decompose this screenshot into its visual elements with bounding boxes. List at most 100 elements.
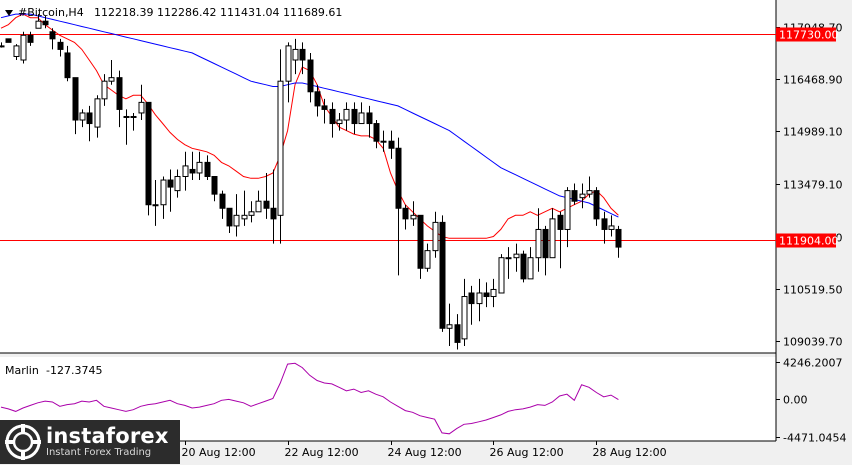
main-plot-area [0, 0, 776, 353]
candle-body [152, 204, 159, 207]
watermark-tagline: Instant Forex Trading [46, 447, 152, 458]
level-label: 117730.00 [779, 29, 839, 42]
candle-body [579, 193, 586, 199]
candle-body [454, 324, 461, 343]
ohlc-values: 112218.39 112286.42 111431.04 111689.61 [94, 6, 342, 19]
price-axis: 117948.70116468.90114989.10113479.101120… [776, 22, 843, 349]
candle-body [557, 214, 564, 230]
candle-body [417, 214, 424, 269]
indicator-header: Marlin -127.3745 [5, 364, 102, 377]
oscillator-line [0, 362, 619, 435]
candle-body [5, 38, 12, 43]
indicator-tick-label: 0.00 [783, 394, 808, 407]
candle-body [64, 52, 71, 79]
candle-body [432, 221, 439, 252]
candle-body [94, 98, 101, 128]
candle-body [108, 77, 115, 82]
candle-body [299, 48, 306, 61]
price-tick-label: 116468.90 [783, 74, 843, 87]
candle-body [468, 292, 475, 305]
candle-body [196, 161, 203, 174]
candle-body [27, 34, 34, 43]
levels [0, 34, 776, 241]
candle-body [292, 48, 299, 61]
indicator-axis: 4246.2007 0.00 -4471.0454 [776, 357, 846, 445]
candle-body [101, 80, 108, 100]
time-tick-label: 28 Aug 12:00 [593, 446, 667, 459]
indicator-name: Marlin [5, 364, 39, 377]
candle-body [321, 105, 328, 110]
candle-body [336, 119, 343, 125]
candle-body [116, 77, 123, 110]
instaforex-logo-icon [4, 423, 42, 461]
candle-body [527, 257, 534, 280]
candle-body [167, 179, 174, 188]
candle-body [42, 20, 49, 26]
candle-body [226, 207, 233, 227]
candle-body [49, 31, 56, 40]
candle-body [219, 193, 226, 209]
candle-body [461, 296, 468, 340]
candle-body [79, 112, 86, 121]
candle-body [130, 115, 137, 118]
candle-body [366, 112, 373, 125]
time-tick-label: 22 Aug 12:00 [285, 446, 359, 459]
candle-body [542, 228, 549, 259]
candle-body [410, 214, 417, 220]
candle-body [145, 101, 152, 206]
indicator-tick-label: 4246.2007 [783, 357, 843, 370]
candle-body [314, 91, 321, 107]
candle-body [535, 228, 542, 259]
watermark-name: instaforex [46, 424, 169, 448]
level-label: 111904.00 [779, 235, 839, 248]
time-axis: 20 Aug 12:00 22 Aug 12:00 24 Aug 12:00 26 A… [182, 441, 667, 459]
candle-body [20, 34, 27, 61]
candle-body [204, 161, 211, 178]
candle-body [513, 253, 520, 259]
time-tick-label: 26 Aug 12:00 [490, 446, 564, 459]
candle-body [402, 207, 409, 220]
candle-body [72, 77, 79, 121]
candle-body [520, 253, 527, 280]
candle-body [233, 214, 240, 227]
level-label-bg [776, 27, 836, 42]
candle-body [270, 207, 277, 220]
candle-body [263, 200, 270, 209]
candle-body [446, 324, 453, 329]
price-tick-label: 114989.10 [783, 126, 843, 139]
candle-body [160, 179, 167, 206]
candle-body [608, 225, 615, 230]
oscillator [0, 362, 619, 435]
candle-body [277, 80, 284, 216]
candle-body [57, 41, 64, 50]
candle-body [373, 123, 380, 142]
candle-body [358, 112, 365, 125]
price-tick-label: 109039.70 [783, 336, 843, 349]
candle-body [483, 292, 490, 298]
candle-body [343, 108, 350, 121]
candle-body [424, 250, 431, 269]
level-labels: 117730.00 111904.00 [776, 27, 839, 248]
candle-body [329, 108, 336, 125]
level-label-bg [776, 233, 836, 248]
candle-body [549, 218, 556, 259]
candle-body [388, 140, 395, 149]
candle-body [601, 218, 608, 230]
candle-body [586, 190, 593, 195]
chart-header: #Bitcoin,H4 112218.39 112286.42 111431.0… [5, 6, 342, 19]
candle-body [241, 214, 248, 220]
collapse-triangle-icon[interactable] [5, 10, 13, 16]
candle-body [615, 228, 622, 248]
candle-body [498, 257, 505, 294]
candle-body [182, 165, 189, 178]
price-tick-label: 110519.50 [783, 284, 843, 297]
candle-body [211, 176, 218, 195]
candle-body [593, 190, 600, 220]
candle-body [490, 288, 497, 298]
candle-body [13, 45, 20, 57]
candle-body [505, 257, 512, 260]
candle-body [395, 147, 402, 209]
candle-body [0, 45, 5, 48]
candle-body [439, 221, 446, 329]
